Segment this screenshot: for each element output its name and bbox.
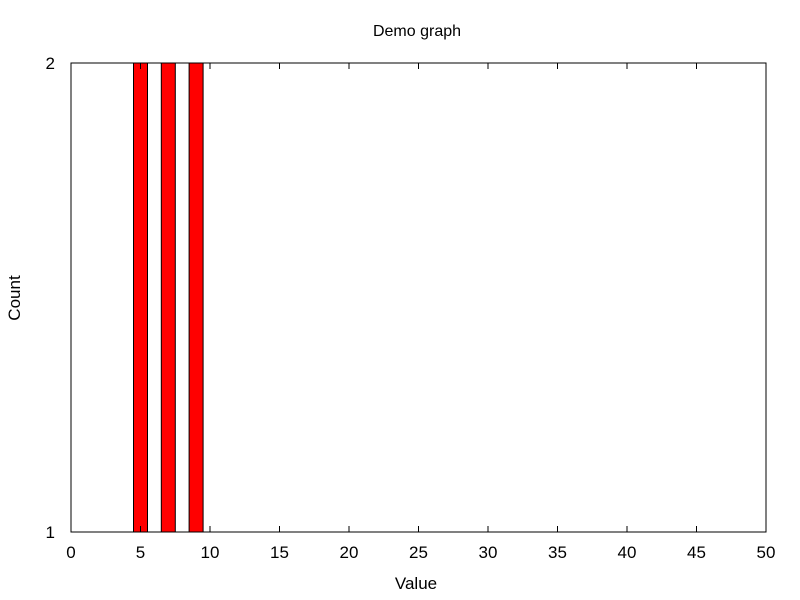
x-tick-label: 45 bbox=[687, 543, 706, 562]
labels-layer: 0 5 10 15 20 25 30 35 40 45 50 1 2 bbox=[46, 54, 776, 562]
x-tick-label: 0 bbox=[66, 543, 75, 562]
ticks-layer bbox=[70, 62, 767, 533]
y-axis-title: Count bbox=[5, 275, 24, 321]
x-tick-label: 15 bbox=[270, 543, 289, 562]
x-tick-label: 5 bbox=[136, 543, 145, 562]
bars-layer bbox=[133, 62, 204, 533]
x-tick-label: 40 bbox=[618, 543, 637, 562]
bar bbox=[188, 62, 204, 533]
x-tick-label: 35 bbox=[548, 543, 567, 562]
x-tick-label: 10 bbox=[201, 543, 220, 562]
bar bbox=[160, 62, 176, 533]
x-tick-label: 25 bbox=[409, 543, 428, 562]
y-tick-label: 2 bbox=[46, 54, 55, 73]
y-tick-label: 1 bbox=[46, 523, 55, 542]
chart-title: Demo graph bbox=[373, 23, 461, 40]
x-tick-label: 50 bbox=[757, 543, 776, 562]
x-axis-title: Value bbox=[395, 574, 437, 593]
x-tick-label: 20 bbox=[340, 543, 359, 562]
bar bbox=[133, 62, 148, 533]
x-tick-label: 30 bbox=[479, 543, 498, 562]
